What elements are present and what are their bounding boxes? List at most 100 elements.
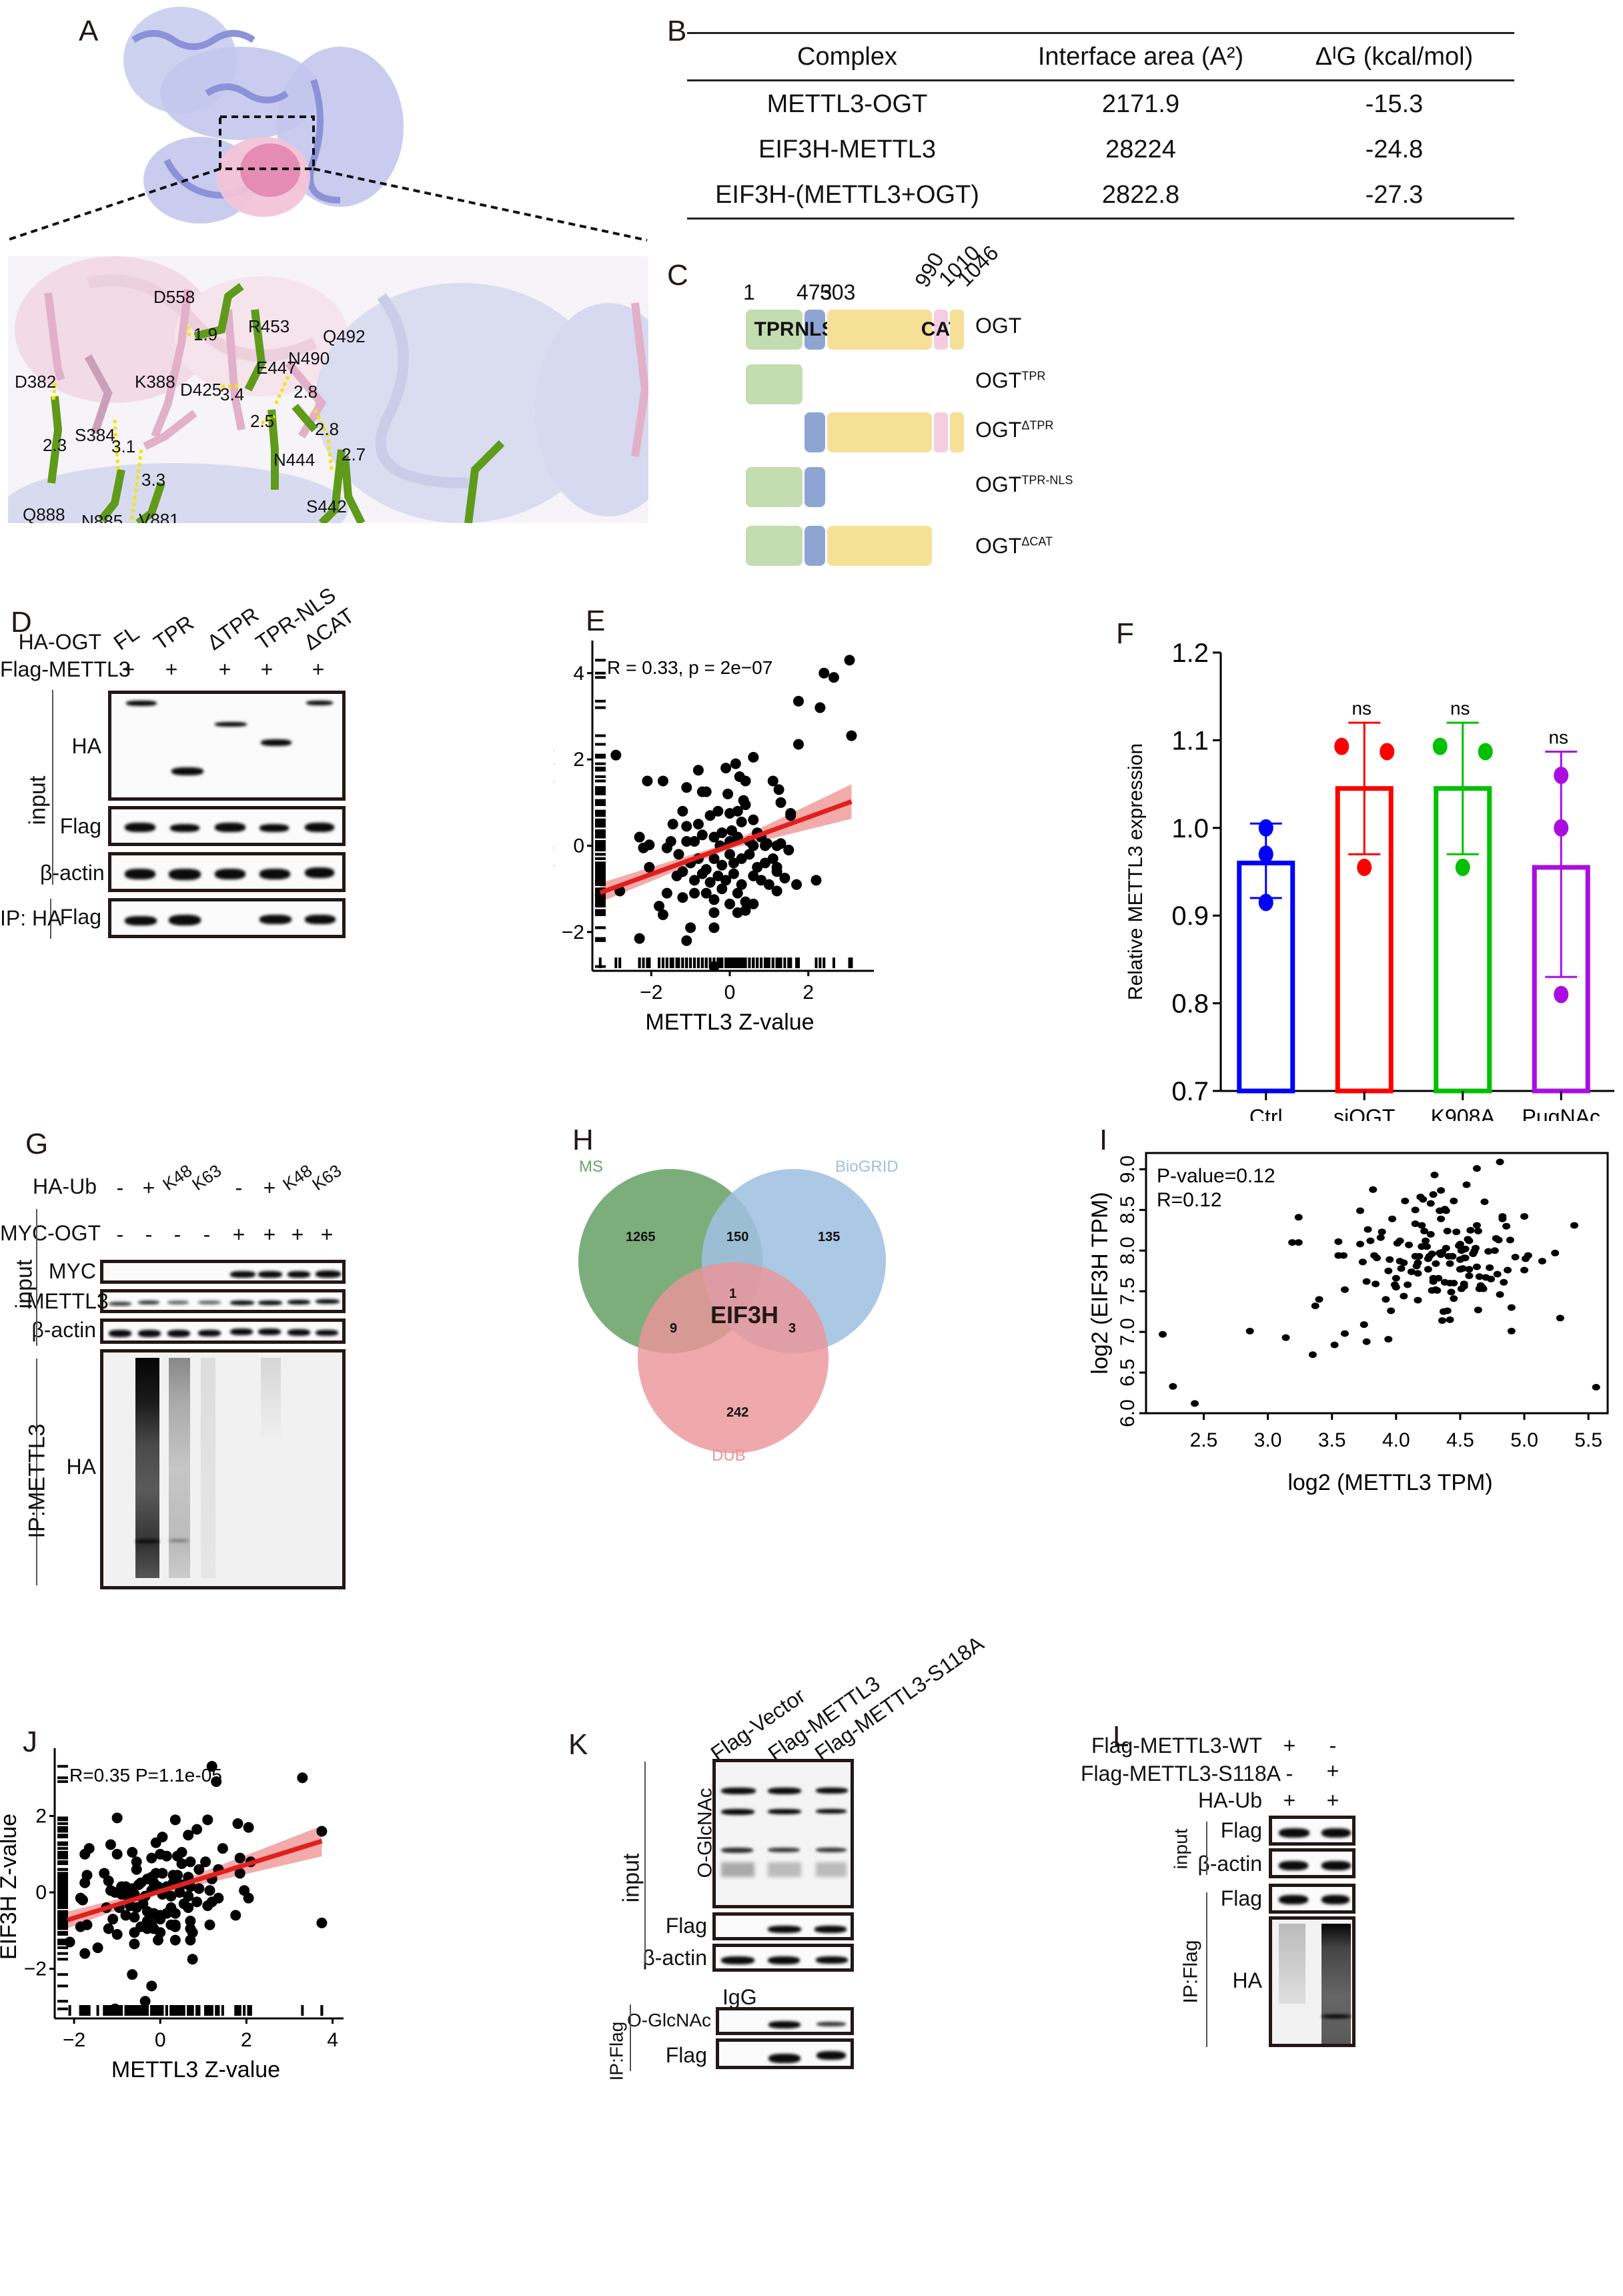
data-point bbox=[1494, 1236, 1503, 1244]
data-point bbox=[1433, 1286, 1442, 1294]
blot-label-beta-actin: β-actin bbox=[1197, 1852, 1262, 1876]
data-point bbox=[775, 838, 786, 849]
data-point bbox=[773, 784, 784, 795]
panel-label-b: B bbox=[667, 15, 687, 47]
data-point bbox=[1442, 1244, 1450, 1252]
group-label-ip-ha: IP: HA bbox=[0, 906, 62, 930]
data-point bbox=[79, 1848, 91, 1860]
y-tick-label: −2 bbox=[24, 1958, 47, 1980]
data-point bbox=[1245, 1327, 1254, 1334]
data-point bbox=[1486, 1264, 1494, 1271]
data-point bbox=[146, 1852, 157, 1864]
data-point bbox=[217, 1843, 228, 1854]
data-point bbox=[846, 730, 857, 741]
data-point bbox=[105, 1839, 116, 1850]
row-label-flag-mettl3-wt: Flag-METTL3-WT bbox=[1091, 1734, 1262, 1758]
data-point bbox=[193, 1864, 205, 1875]
blot-ha bbox=[108, 691, 346, 801]
x-tick-label: −2 bbox=[63, 2029, 85, 2051]
blot-flag-input bbox=[712, 1912, 854, 1940]
panel-label-f: F bbox=[1116, 617, 1134, 650]
data-point bbox=[810, 875, 822, 886]
panel-label-d: D bbox=[11, 606, 32, 639]
data-point bbox=[712, 870, 724, 881]
data-point bbox=[1432, 1260, 1440, 1267]
row-label-myc-ogt: MYC-OGT bbox=[0, 1221, 101, 1245]
data-point bbox=[644, 839, 655, 851]
y-tick-label: 1.0 bbox=[1171, 814, 1209, 843]
table-row: EIF3H-METTL3 28224 -24.8 bbox=[687, 127, 1514, 172]
y-tick-label: 0 bbox=[35, 1882, 47, 1904]
data-point bbox=[1438, 1317, 1447, 1324]
data-point bbox=[1465, 1272, 1474, 1280]
data-point bbox=[1490, 1247, 1499, 1254]
zoom-box bbox=[219, 115, 315, 170]
data-point bbox=[1487, 1275, 1496, 1282]
data-point bbox=[634, 933, 645, 944]
data-point bbox=[1452, 1228, 1461, 1236]
data-point bbox=[728, 857, 739, 869]
ha-ub-lane-value: K63 bbox=[188, 1160, 225, 1195]
data-point bbox=[1169, 1383, 1177, 1390]
cell-dg: -15.3 bbox=[1365, 89, 1424, 118]
data-point bbox=[211, 1776, 222, 1788]
position-503: 503 bbox=[820, 280, 856, 304]
data-point bbox=[1191, 1400, 1199, 1407]
data-point bbox=[720, 763, 732, 774]
data-point bbox=[1448, 1252, 1457, 1260]
panel-label-g: G bbox=[25, 1128, 49, 1160]
data-point bbox=[740, 775, 751, 787]
replicate-point bbox=[1258, 819, 1273, 837]
y-tick-label: 0.7 bbox=[1171, 1077, 1209, 1106]
data-point bbox=[1442, 1207, 1450, 1214]
venn-label-dub: DUB bbox=[712, 1447, 746, 1465]
domain-cat bbox=[934, 412, 948, 452]
data-point bbox=[183, 1902, 194, 1913]
data-point bbox=[1461, 1254, 1470, 1262]
ip-bracket bbox=[630, 2004, 631, 2071]
x-tick-label: 4.0 bbox=[1382, 1429, 1410, 1451]
data-point bbox=[1507, 1304, 1516, 1311]
replicate-point bbox=[1554, 819, 1569, 837]
y-tick-label: 6.0 bbox=[1117, 1399, 1139, 1427]
data-point bbox=[775, 797, 786, 808]
residue-e447: E447 bbox=[256, 358, 297, 378]
correlation-annotation: R=0.35 P=1.1e-05 bbox=[69, 1765, 222, 1786]
data-point bbox=[1430, 1171, 1439, 1178]
data-point bbox=[657, 909, 668, 920]
zoom-guide-left bbox=[6, 167, 221, 242]
data-point bbox=[704, 810, 716, 821]
input-bracket bbox=[52, 690, 53, 885]
data-point bbox=[1372, 1280, 1380, 1288]
data-point bbox=[1538, 1258, 1546, 1265]
data-point bbox=[1392, 1284, 1400, 1291]
data-point bbox=[103, 1923, 114, 1934]
data-point bbox=[732, 887, 743, 899]
data-point bbox=[1507, 1327, 1516, 1334]
venn-count-all: 1 bbox=[729, 1286, 737, 1301]
residue-r453: R453 bbox=[248, 316, 290, 336]
y-tick-label: 1.2 bbox=[1171, 639, 1209, 668]
data-point bbox=[139, 1996, 151, 2007]
residue-n490: N490 bbox=[288, 348, 330, 368]
residue-n444: N444 bbox=[274, 450, 316, 470]
data-point bbox=[1360, 1321, 1368, 1328]
interface-closeup: D558 R453 D382 K388 E447 N490 Q492 D425 … bbox=[8, 256, 648, 523]
data-point bbox=[677, 805, 688, 817]
replicate-point bbox=[1554, 766, 1569, 784]
distance-label: 2.7 bbox=[342, 444, 366, 464]
data-point bbox=[1479, 1285, 1488, 1292]
blot-o-glcnac-input bbox=[712, 1759, 854, 1908]
data-point bbox=[234, 1852, 245, 1864]
data-point bbox=[1387, 1307, 1396, 1314]
data-point bbox=[1288, 1239, 1297, 1246]
blot-label-ha: HA bbox=[1232, 1968, 1262, 1992]
data-point bbox=[77, 1894, 88, 1906]
significance-label: ns bbox=[1450, 698, 1470, 719]
panel-label-c: C bbox=[667, 259, 688, 292]
cell-complex: EIF3H-METTL3 bbox=[758, 135, 937, 163]
table-header: Complex Interface area (A²) ΔᴵG (kcal/mo… bbox=[687, 34, 1514, 81]
domain-cterm bbox=[950, 310, 964, 350]
header-complex: Complex bbox=[797, 42, 897, 71]
interface-residues-diagram bbox=[8, 256, 648, 523]
